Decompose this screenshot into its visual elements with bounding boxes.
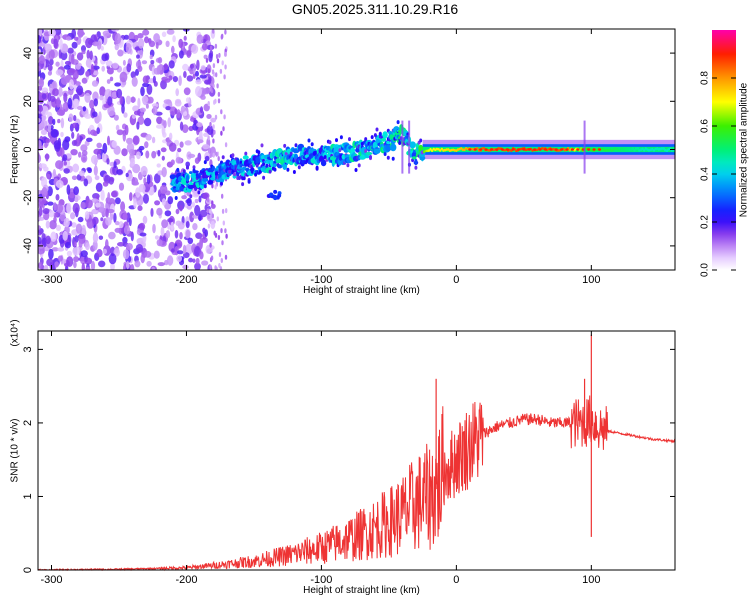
- x-tick-label: -200: [175, 574, 197, 586]
- y-tick-label: -40: [22, 238, 34, 254]
- x-tick-label: 100: [582, 574, 600, 586]
- x-tick-label: -100: [310, 274, 332, 286]
- line-chart-frame: [37, 330, 676, 571]
- y-tick-label: 2: [22, 420, 34, 426]
- x-tick-label: 0: [453, 274, 459, 286]
- spectrogram-image: [38, 29, 675, 270]
- y-tick-label: 20: [22, 95, 34, 107]
- x-tick-label: -300: [40, 574, 62, 586]
- colorbar-tick-label: 0.2: [700, 215, 711, 229]
- x-tick-label: -300: [40, 274, 62, 286]
- y-scale-label: (x10⁴): [10, 319, 21, 346]
- chart-title: GN05.2025.311.10.29.R16: [291, 1, 459, 17]
- y-axis-label: Frequency (Hz): [10, 115, 21, 184]
- y-tick-label: -20: [22, 190, 34, 206]
- y-tick-label: 40: [22, 47, 34, 59]
- colorbar-label: Normalized spectral amplitude: [739, 82, 750, 217]
- x-axis-label: Height of straight line (km): [303, 285, 420, 296]
- x-tick-label: -200: [175, 274, 197, 286]
- colorbar-tick-label: 0.6: [700, 119, 711, 133]
- colorbar-tick-label: 0.0: [700, 263, 711, 277]
- colorbar-tick-label: 0.4: [700, 167, 711, 181]
- colorbar-tick-label: 0.8: [700, 71, 711, 85]
- colorbar: [712, 30, 736, 270]
- y-tick-label: 1: [22, 493, 34, 499]
- y-tick-label: 0: [22, 146, 34, 152]
- x-tick-label: -100: [310, 574, 332, 586]
- x-axis-label: Height of straight line (km): [303, 585, 420, 596]
- snr-series-line: [37, 395, 676, 572]
- y-tick-label: 3: [22, 346, 34, 352]
- x-tick-label: 100: [582, 274, 600, 286]
- y-tick-label: 0: [22, 567, 34, 573]
- x-tick-label: 0: [453, 574, 459, 586]
- y-axis-label: SNR (10 * v/v): [10, 419, 21, 483]
